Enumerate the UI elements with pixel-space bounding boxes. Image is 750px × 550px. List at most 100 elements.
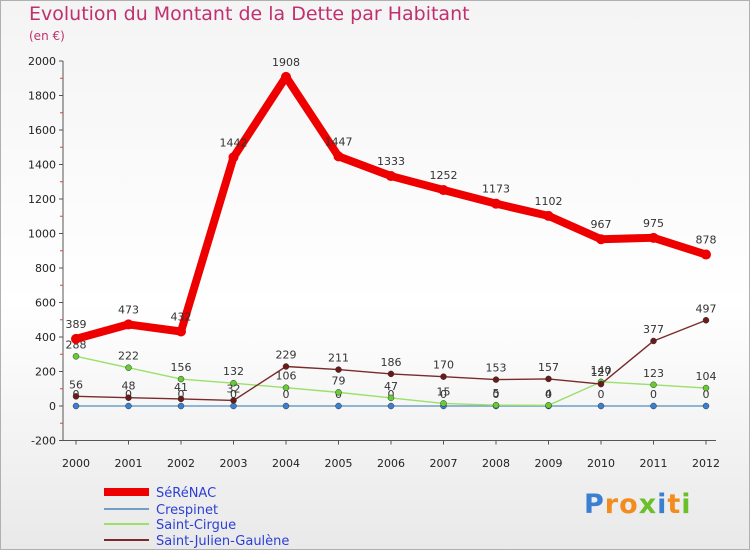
y-tick-label: 2000 <box>28 55 56 68</box>
data-point <box>597 380 605 388</box>
data-label: 1442 <box>220 136 248 149</box>
data-point <box>387 402 395 410</box>
data-label: 0 <box>283 388 290 401</box>
logo-letter: t <box>667 489 682 520</box>
y-tick-label: 200 <box>35 366 56 379</box>
y-tick-label: 1400 <box>28 159 56 172</box>
data-label: 432 <box>171 310 192 323</box>
data-label: 1252 <box>430 169 458 182</box>
data-label: 377 <box>643 323 664 336</box>
data-point <box>650 381 657 389</box>
data-point <box>386 171 396 182</box>
data-point <box>71 333 81 344</box>
data-label: 48 <box>122 380 136 393</box>
data-label: 1333 <box>377 155 405 168</box>
data-label: 140 <box>591 364 612 377</box>
data-point <box>648 232 659 243</box>
legend-label: Saint-Julien-Gaulène <box>156 534 289 549</box>
data-label: 975 <box>643 217 664 230</box>
data-point <box>177 402 185 410</box>
data-point <box>281 71 291 82</box>
y-tick-label: 1000 <box>28 228 56 241</box>
x-tick-label: 2001 <box>115 457 143 470</box>
y-tick-label: 600 <box>35 297 56 310</box>
data-point <box>492 376 500 383</box>
x-tick-label: 2010 <box>587 457 615 470</box>
data-label: 104 <box>696 370 717 383</box>
x-tick-label: 2002 <box>167 457 195 470</box>
legend-label: Crespinet <box>156 503 218 518</box>
data-label: 0 <box>178 388 185 401</box>
logo-letter: P <box>584 489 605 520</box>
data-point <box>596 234 606 245</box>
x-tick-label: 2004 <box>272 457 300 470</box>
data-point <box>177 375 185 383</box>
logo-letter: x <box>638 489 658 520</box>
x-tick-label: 2007 <box>430 457 458 470</box>
data-label: 0 <box>440 388 447 401</box>
data-label: 0 <box>493 388 500 401</box>
legend-label: SéRéNAC <box>156 486 216 501</box>
data-point <box>438 185 449 196</box>
logo-letter: o <box>619 489 639 520</box>
x-tick-label: 2011 <box>640 457 668 470</box>
y-tick-label: 800 <box>35 262 56 275</box>
logo-letter: i <box>657 489 668 520</box>
data-label: 79 <box>332 374 346 387</box>
data-point <box>335 389 342 396</box>
data-label: 156 <box>171 361 192 374</box>
data-point <box>125 402 132 410</box>
data-point <box>545 375 552 383</box>
data-label: 0 <box>545 388 552 401</box>
data-point <box>230 397 237 404</box>
data-label: 1447 <box>325 135 353 148</box>
data-label: 878 <box>696 234 717 247</box>
data-point <box>176 326 186 337</box>
x-tick-label: 2003 <box>220 457 248 470</box>
data-label: 56 <box>69 378 83 391</box>
x-tick-label: 2009 <box>535 457 563 470</box>
data-label: 132 <box>223 365 244 378</box>
y-tick-label: 1600 <box>28 124 56 137</box>
x-tick-label: 2012 <box>692 457 720 470</box>
data-point <box>650 402 657 410</box>
x-tick-label: 2006 <box>377 457 405 470</box>
data-label: 0 <box>230 388 237 401</box>
data-label: 186 <box>381 356 402 369</box>
data-label: 5 <box>493 387 500 400</box>
data-point <box>702 402 710 410</box>
data-label: 157 <box>538 361 559 374</box>
series-line-SéRéNAC <box>72 72 710 343</box>
data-label: 0 <box>703 388 710 401</box>
data-label: 1102 <box>535 195 563 208</box>
data-point <box>335 366 342 373</box>
data-point <box>228 152 239 163</box>
data-label: 0 <box>388 388 395 401</box>
y-tick-label: 0 <box>49 400 56 413</box>
data-label: 497 <box>696 302 717 315</box>
proxiti-logo: Proxiti <box>584 489 692 520</box>
data-point <box>282 363 290 370</box>
data-point <box>387 370 395 378</box>
data-point <box>333 151 344 162</box>
data-point <box>597 402 605 410</box>
data-label: 123 <box>643 367 664 380</box>
data-label: 222 <box>118 350 139 363</box>
data-point <box>72 353 80 360</box>
data-point <box>72 402 80 410</box>
x-tick-label: 2000 <box>62 457 90 470</box>
data-label: 153 <box>486 362 507 375</box>
data-point <box>125 394 132 401</box>
data-label: 389 <box>66 318 87 331</box>
x-tick-label: 2008 <box>482 457 510 470</box>
data-label: 127 <box>591 366 612 379</box>
data-label: 41 <box>174 381 188 394</box>
data-point <box>335 402 342 410</box>
data-point <box>123 319 134 330</box>
data-label: 4 <box>545 387 552 400</box>
data-label: 32 <box>227 382 241 395</box>
data-point <box>702 384 710 392</box>
data-point <box>650 337 657 345</box>
logo-letter: r <box>604 489 620 520</box>
